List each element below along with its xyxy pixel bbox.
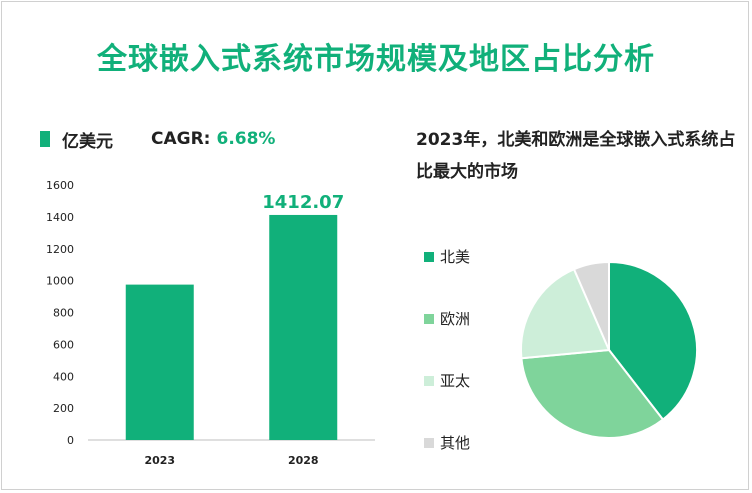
y-tick-label: 0: [67, 434, 74, 447]
legend-swatch: [424, 313, 434, 324]
pie-slice-2: [520, 267, 611, 360]
pie-chart: [520, 260, 698, 439]
bar-2023: [125, 284, 194, 440]
data-label: 1412.07: [262, 192, 344, 213]
legend-swatch: [424, 375, 434, 386]
y-tick-label: 400: [53, 370, 74, 383]
y-tick-label: 200: [53, 402, 74, 415]
bar-legend: 亿美元 CAGR: 6.68%: [40, 127, 276, 152]
pie-legend-label: 北美: [440, 248, 471, 266]
pie-legend-item: 亚太: [424, 370, 470, 391]
y-tick-label: 1400: [46, 211, 74, 224]
y-tick-label: 1200: [46, 243, 74, 256]
pie-legend-label: 欧洲: [440, 310, 471, 328]
x-tick-label: 2023: [144, 454, 175, 467]
y-tick-label: 800: [53, 307, 74, 320]
page-title: 全球嵌入式系统市场规模及地区占比分析: [97, 42, 655, 77]
pie-legend-item: 其他: [424, 432, 470, 453]
y-tick-label: 600: [53, 338, 74, 351]
legend-unit-label: 亿美元: [62, 131, 113, 152]
pie-legend-label: 其他: [440, 434, 471, 452]
cagr-value: 6.68%: [216, 129, 276, 149]
y-tick-label: 1000: [46, 275, 74, 288]
cagr-label: CAGR:: [151, 129, 211, 149]
bar-2028: [269, 214, 338, 440]
legend-swatch: [424, 437, 434, 448]
pie-slice-3: [572, 260, 610, 351]
pie-legend-item: 欧洲: [424, 308, 470, 329]
pie-slice-0: [608, 260, 698, 421]
legend-swatch: [40, 131, 50, 147]
pie-legend-label: 亚太: [440, 372, 471, 390]
x-tick-label: 2028: [288, 454, 319, 467]
pie-slice-1: [520, 348, 665, 439]
y-tick-label: 1600: [46, 179, 74, 192]
bar-chart: 0 200 400 600 800 1000 1200 1400 1600 2023 2028 141…: [46, 179, 375, 467]
pie-title: 2023年，北美和欧洲是全球嵌入式系统占比最大的市场: [416, 130, 736, 182]
legend-swatch: [424, 251, 434, 262]
pie-legend-item: 北美: [424, 246, 470, 267]
